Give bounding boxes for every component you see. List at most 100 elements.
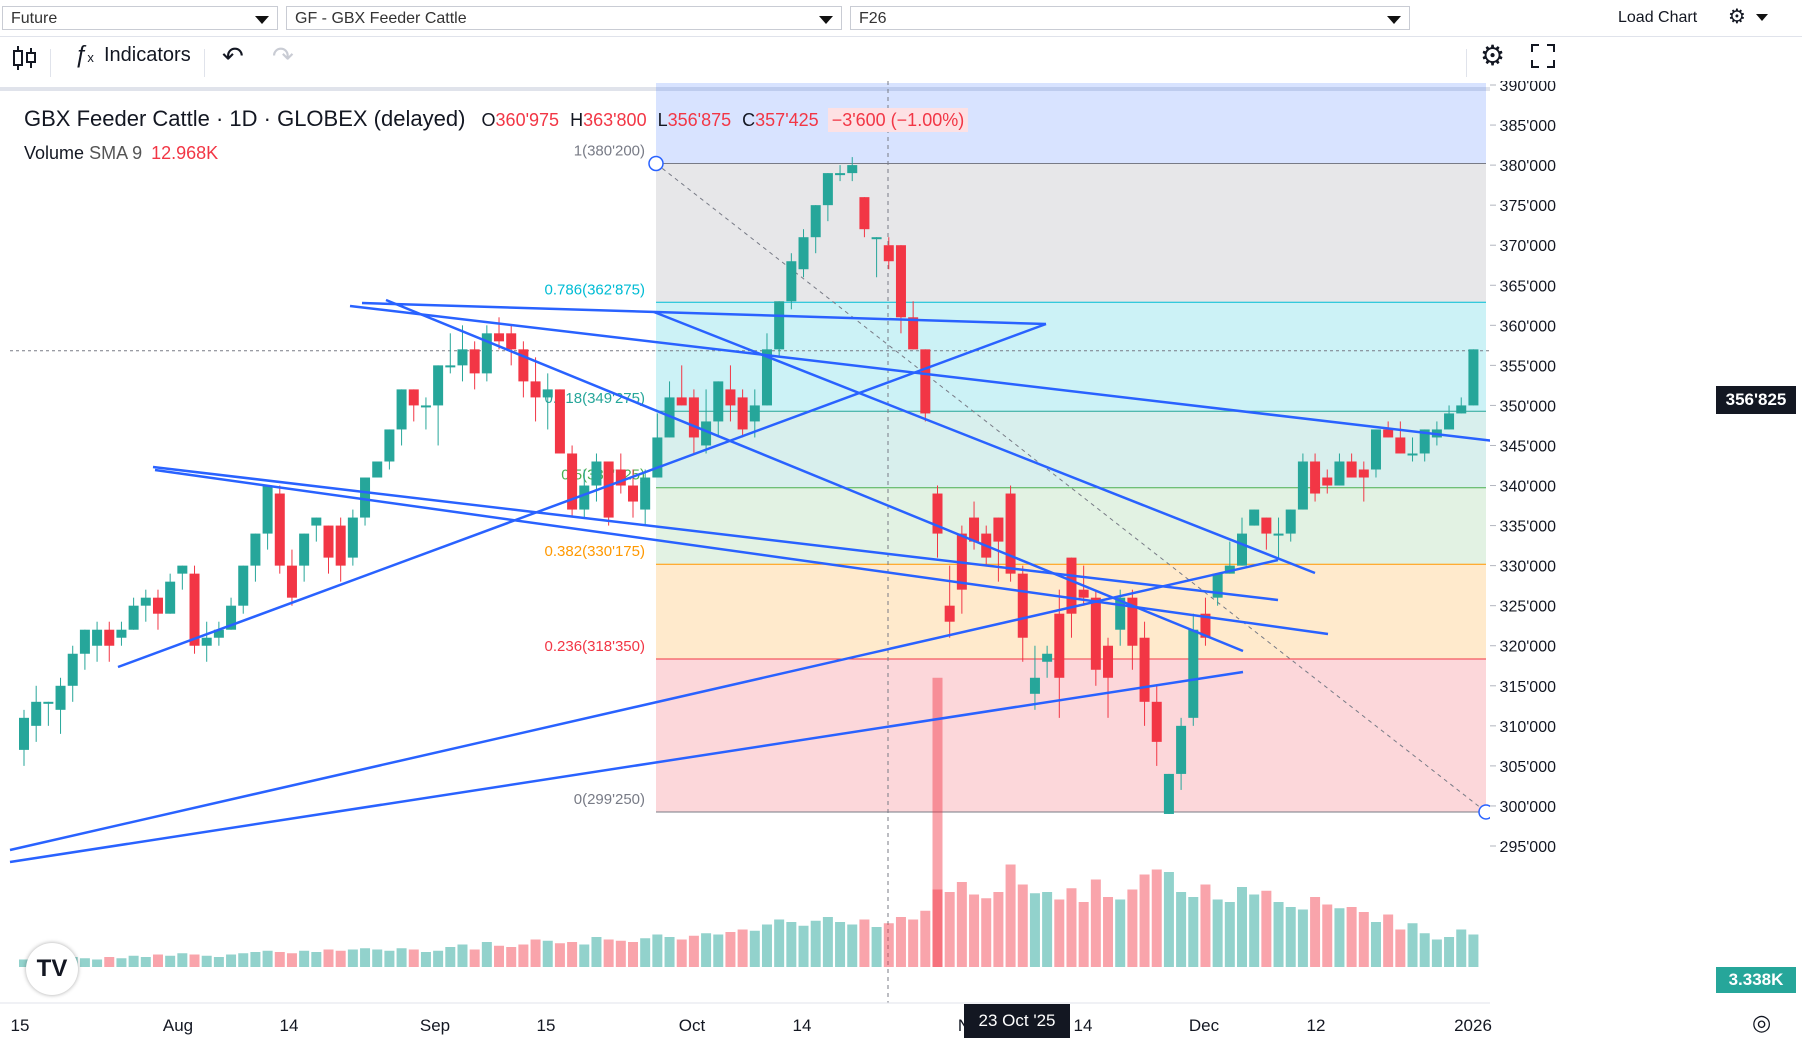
volume-bar [883,923,894,967]
candle-body [749,405,760,422]
price-tick-label: 350'000 [1500,398,1557,415]
candle-body [335,525,346,566]
candle-body [384,429,395,462]
price-tick-label: 385'000 [1500,118,1557,135]
volume-bar [847,924,858,967]
volume-bar [1115,899,1126,967]
fib-level-label: 0(299'250) [574,791,645,808]
candle-body [79,629,90,654]
fib-level-label: 0.236(318'350) [545,638,645,655]
candle-body [761,349,772,406]
candle-body [1395,437,1406,454]
volume-bar [1334,908,1345,967]
candle-body [189,573,200,646]
chevron-down-icon[interactable] [1756,14,1768,21]
settings-menu-icon[interactable]: ⚙ [1728,6,1746,28]
volume-bar [1395,929,1406,967]
volume-bar [1042,892,1053,967]
candle-body [1139,637,1150,702]
price-tick-label: 355'000 [1500,358,1557,375]
candle-body [1066,557,1077,614]
candle-body [433,365,444,406]
fullscreen-glyph [1531,44,1555,68]
candle-body [1261,517,1272,534]
candle-body [274,493,285,566]
fullscreen-icon[interactable] [1530,43,1556,75]
volume-bar [554,943,565,967]
candle-body [1237,533,1247,566]
undo-icon[interactable]: ↶ [222,41,244,71]
symbol-select[interactable]: GF - GBX Feeder Cattle [286,6,842,30]
candle-body [116,629,127,638]
candle-body [299,533,310,566]
volume-bar [725,932,736,967]
volume-bar [360,948,371,967]
indicators-button[interactable]: Indicators [104,44,191,66]
candle-body [1346,461,1357,478]
instrument-type-select[interactable]: Future [2,6,278,30]
volume-bar [749,930,760,967]
volume-bar [920,910,931,967]
volume-bar [908,919,919,967]
volume-bar [323,949,334,967]
volume-bar [518,944,529,967]
low-label: L [657,110,668,130]
fib-zone [656,658,1486,812]
function-icon[interactable]: ƒx [74,41,94,68]
time-tick-label: Aug [163,1016,193,1035]
candle-body [1090,597,1101,670]
candle-body [494,333,505,342]
volume-bar [615,940,626,967]
volume-bar [1310,897,1321,967]
candle-body [1370,429,1381,470]
contract-select[interactable]: F26 [850,6,1410,30]
load-chart-button[interactable]: Load Chart [1618,9,1698,26]
volume-bar [956,882,967,967]
volume-bar [640,938,651,967]
volume-bar [774,919,785,967]
chart-type-button[interactable] [12,43,38,79]
volume-bar [1176,892,1187,967]
volume-bar [1346,907,1357,967]
candle-body [408,389,419,406]
price-tick-label: 340'000 [1500,479,1557,496]
candle-body [628,485,638,502]
volume-bar [1163,872,1174,967]
price-tick-label: 390'000 [1500,81,1557,95]
timezone-settings-icon[interactable]: ◎ [1752,1010,1772,1035]
candle-body [969,517,980,542]
volume-bar [701,933,712,967]
redo-icon[interactable]: ↷ [272,41,294,71]
volume-bar [579,944,590,967]
candle-body [567,453,578,510]
price-tick-label: 370'000 [1500,238,1557,255]
fibonacci-retracement[interactable]: 1(380'200)0.786(362'875)0.618(349'275)0.… [545,83,1494,820]
price-tick-label: 365'000 [1500,278,1557,295]
volume-bar [628,942,638,967]
volume-bar [737,929,748,967]
trend-line [152,465,1279,602]
candle-body [238,565,249,606]
price-chart[interactable]: 1(380'200)0.786(362'875)0.618(349'275)0.… [0,81,1802,1051]
candle-body [1212,573,1223,598]
volume-bar [603,939,614,967]
trend-line [653,310,1316,575]
candle-body [1029,677,1040,694]
candle-body [1200,613,1211,638]
candle-body [360,477,371,518]
toolbar-divider [50,49,51,77]
candle-body [31,701,42,726]
volume-bar [1005,864,1016,967]
trend-lines[interactable] [9,298,1495,864]
volume-bar [591,937,602,967]
candle-body [847,165,858,174]
close-value: 357'425 [755,110,819,130]
candle-body [810,205,821,238]
symbol-value: GF - GBX Feeder Cattle [295,10,467,27]
candle-body [591,461,602,486]
candle-body [1419,429,1430,454]
settings-icon[interactable]: ⚙ [1480,40,1506,71]
tradingview-logo[interactable]: TV [26,943,78,995]
high-value: 363'800 [583,110,647,130]
volume-bar [1407,923,1418,967]
